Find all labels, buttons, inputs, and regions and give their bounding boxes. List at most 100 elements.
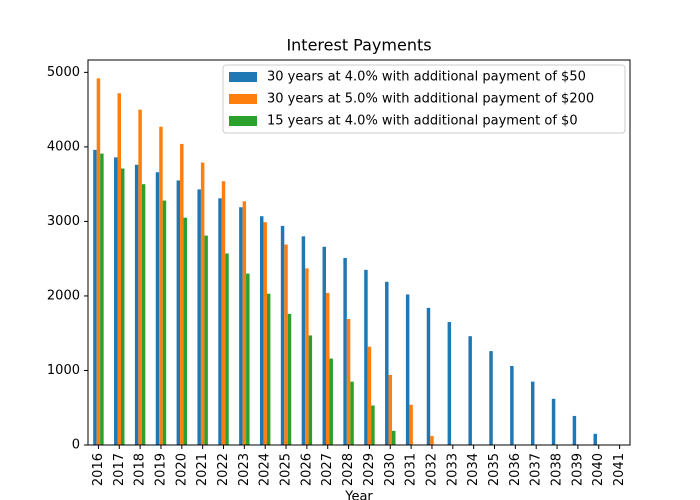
x-tick-label: 2028: [341, 453, 356, 486]
x-tick-label: 2039: [570, 453, 585, 486]
bar: [134, 164, 139, 445]
bar: [138, 109, 142, 445]
bar: [409, 404, 413, 445]
bar: [162, 200, 167, 445]
y-tick-label: 3000: [47, 214, 80, 229]
y-tick-label: 4000: [47, 139, 80, 154]
bar: [325, 292, 330, 445]
bar: [371, 405, 375, 445]
bar: [392, 430, 396, 445]
x-tick-label: 2040: [591, 453, 606, 486]
x-tick-label: 2030: [383, 453, 398, 486]
y-tick-label: 1000: [47, 363, 80, 378]
bar: [329, 358, 333, 445]
bar: [385, 281, 389, 445]
bar: [364, 269, 368, 445]
bar: [280, 225, 285, 445]
x-tick-label: 2031: [404, 453, 419, 486]
x-tick-label: 2034: [466, 453, 481, 486]
x-tick-label: 2020: [174, 453, 189, 486]
bar: [426, 307, 431, 445]
bar: [430, 436, 434, 445]
bar: [93, 149, 97, 445]
bar: [572, 415, 577, 445]
bar: [530, 381, 535, 445]
bar: [242, 201, 247, 445]
bar: [305, 268, 309, 445]
bar: [301, 236, 306, 445]
legend-label: 30 years at 5.0% with additional payment…: [267, 92, 594, 107]
x-tick-label: 2025: [279, 453, 294, 486]
x-tick-label: 2021: [195, 453, 210, 486]
bar: [117, 93, 122, 446]
bar: [284, 244, 288, 445]
bar: [221, 181, 226, 445]
x-axis-label: Year: [344, 490, 373, 500]
bar: [246, 273, 250, 445]
x-tick-label: 2033: [445, 453, 460, 486]
bar: [121, 168, 125, 445]
bar: [259, 216, 264, 445]
bar: [197, 189, 201, 445]
plot-frame: [87, 59, 631, 446]
bar: [322, 246, 326, 445]
bar: [141, 184, 146, 445]
bar: [204, 235, 208, 445]
x-tick-label: 2024: [258, 453, 273, 486]
legend-swatch: [229, 72, 257, 82]
bar: [266, 293, 271, 445]
y-tick-label: 2000: [47, 288, 80, 303]
x-tick-label: 2022: [216, 453, 231, 486]
legend-label: 30 years at 4.0% with additional payment…: [267, 70, 586, 85]
bar: [180, 143, 184, 445]
x-tick-label: 2017: [112, 453, 127, 486]
bar: [239, 207, 243, 445]
bar: [159, 126, 163, 445]
bar: [551, 398, 556, 445]
legend-swatch: [229, 94, 257, 104]
bar: [343, 257, 347, 445]
bar: [350, 381, 354, 445]
legend-label: 15 years at 4.0% with additional payment…: [267, 114, 578, 129]
x-tick-label: 2038: [550, 453, 565, 486]
x-tick-label: 2032: [424, 453, 439, 486]
bar: [308, 335, 313, 445]
bar: [96, 78, 101, 445]
x-tick-label: 2023: [237, 453, 252, 486]
bar: [388, 374, 393, 445]
x-tick-label: 2035: [487, 453, 502, 486]
bar: [489, 351, 493, 445]
bar: [218, 198, 222, 445]
bar: [225, 253, 229, 445]
bar: [346, 319, 351, 445]
x-tick-label: 2016: [91, 453, 106, 486]
bar: [367, 346, 372, 445]
bar: [183, 217, 188, 445]
x-tick-label: 2019: [153, 453, 168, 486]
chart-title: Interest Payments: [286, 36, 431, 55]
x-tick-label: 2018: [133, 453, 148, 486]
x-tick-label: 2027: [320, 453, 335, 486]
y-tick-label: 5000: [47, 65, 80, 80]
bar: [155, 172, 160, 445]
bar: [405, 294, 410, 445]
bar: [100, 153, 104, 445]
legend-box: [222, 64, 626, 134]
bar: [510, 366, 514, 445]
bar: [263, 222, 267, 445]
bar: [200, 162, 205, 445]
bar: [468, 336, 472, 445]
bar: [176, 180, 181, 446]
x-tick-label: 2037: [529, 453, 544, 486]
x-tick-label: 2036: [508, 453, 523, 486]
bar: [447, 322, 452, 445]
bar: [287, 313, 292, 445]
legend-swatch: [229, 116, 257, 126]
x-tick-label: 2029: [362, 453, 377, 486]
y-tick-label: 0: [72, 438, 80, 453]
x-tick-label: 2026: [299, 453, 314, 486]
bar: [593, 433, 597, 445]
x-tick-label: 2041: [612, 453, 627, 486]
bar: [114, 157, 118, 445]
